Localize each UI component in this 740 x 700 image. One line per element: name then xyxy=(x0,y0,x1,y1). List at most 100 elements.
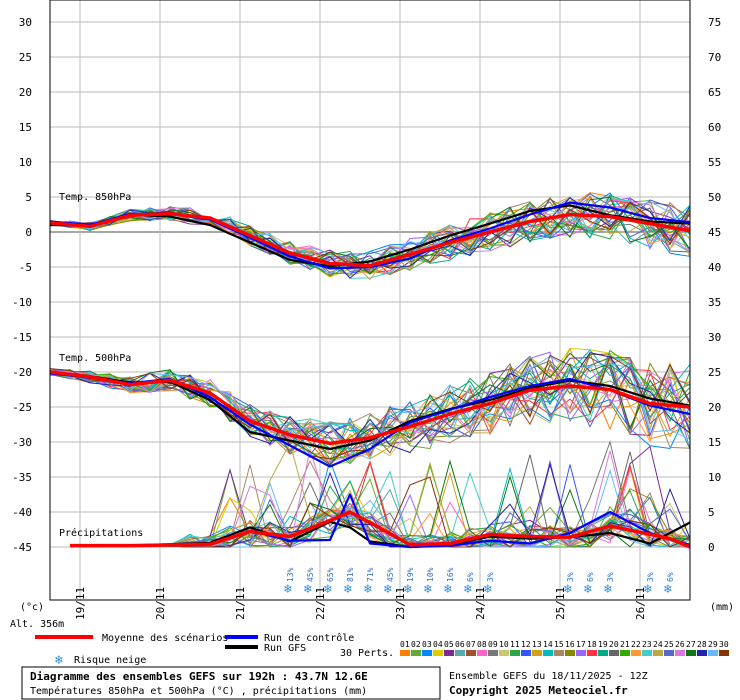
snow-risk-percent: 19% xyxy=(406,567,415,582)
y-right-tick-label: 45 xyxy=(708,226,721,239)
legend-gfs-label: Run GFS xyxy=(264,643,306,654)
legend-perts-label: 30 Perts. xyxy=(340,648,394,659)
y-left-tick-label: -40 xyxy=(12,506,32,519)
label-precip: Précipitations xyxy=(59,527,143,539)
perturbation-swatch xyxy=(532,650,542,656)
perturbation-swatch xyxy=(477,650,487,656)
x-tick-label: 24/11 xyxy=(474,587,487,620)
y-right-tick-label: 20 xyxy=(708,401,721,414)
perturbation-number: 26 xyxy=(675,640,685,649)
perturbation-number: 27 xyxy=(686,640,696,649)
y-right-tick-label: 15 xyxy=(708,436,721,449)
perturbation-swatch xyxy=(444,650,454,656)
perturbation-number: 19 xyxy=(598,640,608,649)
footer-subtitle: Températures 850hPa et 500hPa (°C) , pré… xyxy=(30,685,367,697)
perturbation-swatch xyxy=(411,650,421,656)
y-left-unit: (°c) xyxy=(20,602,44,613)
y-right-tick-label: 5 xyxy=(708,506,715,519)
y-left-tick-label: -15 xyxy=(12,331,32,344)
snow-risk-percent: 3% xyxy=(646,572,655,582)
footer-copyright: Copyright 2025 Meteociel.fr xyxy=(449,684,628,697)
y-left-tick-label: 30 xyxy=(19,16,32,29)
perturbation-swatch xyxy=(598,650,608,656)
y-left-tick-label: -30 xyxy=(12,436,32,449)
legend-control-label: Run de contrôle xyxy=(264,632,354,644)
y-right-tick-label: 65 xyxy=(708,86,721,99)
snowflake-icon: ❄ xyxy=(54,653,63,668)
snow-risk-percent: 16% xyxy=(446,567,455,582)
snow-risk-percent: 45% xyxy=(306,567,315,582)
perturbation-number: 11 xyxy=(510,640,520,649)
snowflake-icon: ❄ xyxy=(663,582,672,597)
perturbation-swatch xyxy=(697,650,707,656)
snow-risk-percent: 65% xyxy=(326,567,335,582)
x-tick-label: 25/11 xyxy=(554,587,567,620)
perturbation-number: 07 xyxy=(466,640,476,649)
x-tick-label: 21/11 xyxy=(234,587,247,620)
snowflake-icon: ❄ xyxy=(423,582,432,597)
x-tick-label: 22/11 xyxy=(314,587,327,620)
perturbation-swatch xyxy=(576,650,586,656)
perturbation-swatch xyxy=(664,650,674,656)
footer-run-info: Ensemble GEFS du 18/11/2025 - 12Z xyxy=(449,671,648,682)
snowflake-icon: ❄ xyxy=(583,582,592,597)
snowflake-icon: ❄ xyxy=(323,582,332,597)
y-left-tick-label: -45 xyxy=(12,541,32,554)
perturbation-number: 20 xyxy=(609,640,619,649)
perturbation-swatch xyxy=(488,650,498,656)
perturbation-legend: 01 02 03 04 05 06 07 08 09 10 11 12 13 14 15 16 17 18 19 20… xyxy=(400,640,729,656)
perturbation-number: 22 xyxy=(631,640,641,649)
perturbation-number: 13 xyxy=(532,640,542,649)
y-left-tick-label: 0 xyxy=(25,226,32,239)
snowflake-icon: ❄ xyxy=(643,582,652,597)
series-line-t850 xyxy=(49,212,691,268)
y-right-tick-label: 55 xyxy=(708,156,721,169)
label-t500: Temp. 500hPa xyxy=(59,353,131,364)
perturbation-number: 24 xyxy=(653,640,663,649)
snowflake-icon: ❄ xyxy=(443,582,452,597)
perturbation-swatch xyxy=(620,650,630,656)
y-left-tick-label: 5 xyxy=(25,191,32,204)
footer-title: Diagramme des ensembles GEFS sur 192h : … xyxy=(30,670,368,683)
perturbation-number: 04 xyxy=(433,640,443,649)
snowflake-icon: ❄ xyxy=(303,582,312,597)
perturbation-number: 29 xyxy=(708,640,718,649)
snow-risk-percent: 3% xyxy=(566,572,575,582)
perturbation-number: 28 xyxy=(697,640,707,649)
snowflake-icon: ❄ xyxy=(343,582,352,597)
perturbation-number: 12 xyxy=(521,640,531,649)
perturbation-number: 21 xyxy=(620,640,630,649)
perturbation-number: 06 xyxy=(455,640,465,649)
perturbation-swatch xyxy=(653,650,663,656)
y-right-tick-label: 30 xyxy=(708,331,721,344)
perturbation-number: 16 xyxy=(565,640,575,649)
perturbation-number: 15 xyxy=(554,640,564,649)
perturbation-swatch xyxy=(521,650,531,656)
snowflake-icon: ❄ xyxy=(483,582,492,597)
perturbation-swatch xyxy=(400,650,410,656)
snowflake-icon: ❄ xyxy=(403,582,412,597)
y-right-tick-label: 35 xyxy=(708,296,721,309)
snow-risk-percent: 3% xyxy=(606,572,615,582)
perturbation-number: 08 xyxy=(477,640,487,649)
perturbation-swatch xyxy=(510,650,520,656)
perturbation-number: 03 xyxy=(422,640,432,649)
perturbation-swatch xyxy=(455,650,465,656)
series-line-t500 xyxy=(49,370,691,446)
snowflake-icon: ❄ xyxy=(363,582,372,597)
x-tick-label: 20/11 xyxy=(154,587,167,620)
perturbation-swatch xyxy=(433,650,443,656)
perturbation-swatch xyxy=(642,650,652,656)
perturbation-line-t500 xyxy=(49,352,691,466)
perturbation-line-t500 xyxy=(49,356,691,459)
y-left-tick-label: 10 xyxy=(19,156,32,169)
y-right-tick-label: 10 xyxy=(708,471,721,484)
perturbation-number: 10 xyxy=(499,640,509,649)
snow-risk-percent: 45% xyxy=(386,567,395,582)
y-right-tick-label: 0 xyxy=(708,541,715,554)
x-tick-label: 26/11 xyxy=(634,587,647,620)
plot-frame xyxy=(49,0,691,601)
perturbation-swatch xyxy=(466,650,476,656)
perturbation-number: 01 xyxy=(400,640,410,649)
